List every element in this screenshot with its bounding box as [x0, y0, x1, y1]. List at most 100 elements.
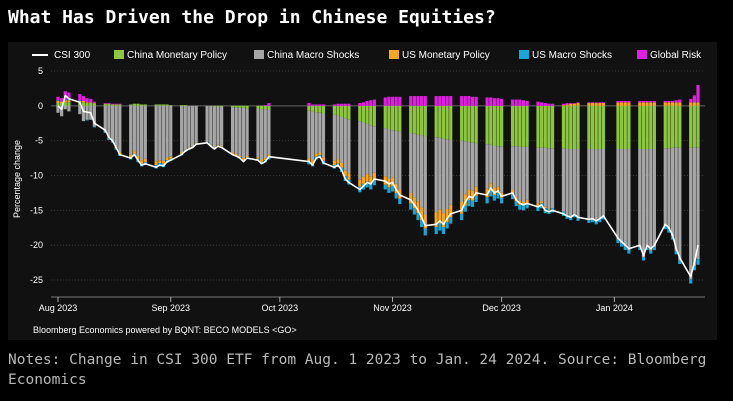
bar-segment-china-monetary-policy — [594, 105, 598, 150]
bar-segment-china-macro-shocks — [118, 105, 122, 153]
bar-segment-global-risk — [420, 96, 424, 106]
bar-segment-global-risk — [689, 98, 693, 103]
bar-segment-china-monetary-policy — [514, 105, 518, 147]
bar-segment-china-monetary-policy — [358, 105, 362, 122]
y-tick-label: -10 — [30, 171, 43, 181]
x-tick-label: Nov 2023 — [373, 303, 412, 313]
bar-segment-us-monetary-policy — [594, 103, 598, 106]
bar-segment-us-monetary-policy — [601, 103, 606, 106]
bar-segment-china-monetary-policy — [645, 105, 649, 150]
bar-segment-china-macro-shocks — [387, 129, 391, 179]
bar-segment-global-risk — [500, 98, 504, 106]
bar-segment-us-monetary-policy — [470, 190, 475, 201]
bar-segment-us-macro-shocks — [663, 225, 667, 230]
bar-segment-china-monetary-policy — [336, 105, 340, 116]
bar-segment-china-monetary-policy — [547, 105, 551, 149]
bar-segment-china-monetary-policy — [180, 105, 184, 106]
bar-segment-us-monetary-policy — [536, 203, 540, 207]
bar-segment-us-monetary-policy — [318, 152, 322, 156]
bar-segment-us-monetary-policy — [136, 156, 140, 160]
bar-segment-china-macro-shocks — [103, 105, 107, 133]
bar-segment-global-risk — [387, 96, 391, 106]
bar-segment-china-monetary-policy — [692, 105, 696, 148]
bar-segment-china-macro-shocks — [230, 107, 235, 153]
legend-swatch — [519, 50, 529, 59]
bar-segment-china-monetary-policy — [256, 105, 260, 109]
bar-segment-global-risk — [572, 103, 576, 104]
bar-segment-global-risk — [347, 103, 351, 106]
bar-segment-china-macro-shocks — [212, 106, 216, 148]
bar-segment-china-macro-shocks — [649, 149, 653, 251]
bar-segment-us-macro-shocks — [510, 194, 515, 200]
bar-segment-china-monetary-policy — [627, 105, 631, 150]
bar-segment-global-risk — [372, 99, 376, 106]
bar-segment-china-macro-shocks — [390, 130, 395, 178]
bar-segment-global-risk — [521, 100, 526, 106]
bar-segment-china-macro-shocks — [547, 148, 551, 209]
bar-segment-china-macro-shocks — [114, 105, 118, 147]
bar-segment-china-monetary-policy — [463, 105, 467, 142]
bar-segment-us-macro-shocks — [63, 99, 67, 101]
bar-segment-us-monetary-policy — [620, 102, 624, 106]
bar-segment-global-risk — [641, 100, 646, 103]
bar-segment-china-monetary-policy — [460, 105, 464, 141]
bar-segment-china-monetary-policy — [543, 105, 547, 148]
bar-segment-global-risk — [561, 103, 566, 106]
bar-segment-china-macro-shocks — [492, 145, 496, 189]
legend-label: China Monetary Policy — [127, 50, 227, 61]
bar-segment-us-monetary-policy — [194, 142, 198, 144]
bar-segment-global-risk — [394, 96, 398, 106]
bar-segment-china-monetary-policy — [103, 103, 107, 106]
bar-segment-china-monetary-policy — [260, 105, 264, 110]
bar-segment-us-monetary-policy — [416, 201, 420, 214]
bar-segment-us-macro-shocks — [449, 217, 453, 224]
bar-segment-us-macro-shocks — [525, 203, 529, 209]
bar-segment-us-monetary-policy — [234, 153, 238, 156]
bar-segment-us-monetary-policy — [572, 103, 576, 106]
bar-segment-global-risk — [485, 97, 489, 106]
bar-segment-us-monetary-policy — [445, 208, 449, 223]
bar-segment-china-macro-shocks — [158, 105, 162, 161]
bar-segment-china-monetary-policy — [132, 103, 136, 106]
bar-segment-china-macro-shocks — [398, 131, 402, 190]
bar-segment-us-macro-shocks — [67, 99, 71, 101]
legend-label: Global Risk — [650, 50, 702, 61]
bar-segment-china-monetary-policy — [92, 103, 96, 106]
bar-segment-us-monetary-policy — [409, 192, 413, 204]
bar-segment-china-macro-shocks — [514, 146, 518, 198]
legend-swatch — [254, 50, 264, 59]
bar-segment-china-macro-shocks — [314, 112, 318, 154]
bar-segment-us-monetary-policy — [361, 176, 366, 184]
bar-segment-china-monetary-policy — [241, 105, 246, 108]
bar-segment-us-macro-shocks — [678, 260, 682, 265]
bar-segment-us-macro-shocks — [409, 203, 413, 210]
bar-segment-us-monetary-policy — [441, 213, 446, 228]
bar-segment-us-monetary-policy — [460, 202, 464, 214]
bar-segment-global-risk — [390, 96, 395, 106]
bar-segment-global-risk — [321, 104, 326, 106]
bar-segment-china-macro-shocks — [598, 149, 602, 219]
bar-segment-global-risk — [550, 103, 555, 106]
bar-segment-us-monetary-policy — [369, 176, 373, 184]
bar-segment-china-monetary-policy — [67, 102, 71, 106]
bar-segment-us-monetary-policy — [576, 103, 580, 106]
x-tick-label: Jan 2024 — [596, 303, 633, 313]
bar-segment-china-macro-shocks — [449, 139, 453, 205]
bar-segment-global-risk — [525, 100, 529, 106]
bar-segment-global-risk — [565, 103, 569, 105]
bar-segment-us-monetary-policy — [598, 103, 602, 106]
bar-segment-china-monetary-policy — [518, 105, 522, 147]
bar-segment-global-risk — [81, 96, 86, 101]
bar-segment-china-macro-shocks — [263, 109, 267, 159]
bar-segment-us-macro-shocks — [587, 219, 591, 223]
bar-segment-china-monetary-policy — [398, 105, 402, 132]
bar-segment-us-monetary-policy — [641, 102, 646, 106]
bar-segment-china-monetary-policy — [212, 105, 216, 107]
bar-segment-china-monetary-policy — [183, 105, 187, 106]
bar-segment-us-monetary-policy — [143, 158, 147, 163]
bar-segment-china-monetary-policy — [390, 105, 395, 131]
bar-segment-china-monetary-policy — [412, 105, 416, 134]
bar-segment-us-monetary-policy — [340, 162, 344, 168]
bar-segment-us-macro-shocks — [56, 100, 60, 101]
bar-segment-us-monetary-policy — [645, 102, 649, 106]
